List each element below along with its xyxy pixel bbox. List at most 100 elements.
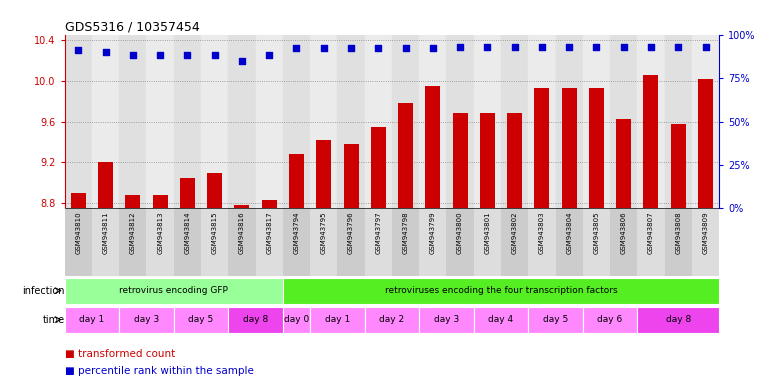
Bar [256,209,283,276]
Bar [664,209,692,276]
Bar [119,209,146,276]
Bar [343,144,358,209]
Point [481,44,493,50]
Text: GSM943817: GSM943817 [266,212,272,255]
Bar [583,35,610,209]
Text: day 5: day 5 [189,315,214,324]
Bar [638,35,664,209]
Bar [453,113,467,209]
Bar [528,35,556,209]
Text: GSM943814: GSM943814 [184,212,190,254]
Text: GSM943810: GSM943810 [75,212,81,255]
Point [454,44,466,50]
Bar [174,209,201,276]
Text: GSM943803: GSM943803 [539,212,545,255]
Bar [392,209,419,276]
Bar [419,35,447,209]
Bar [480,113,495,209]
Bar [180,178,195,209]
Text: GSM943801: GSM943801 [484,212,490,255]
Bar [337,209,365,276]
Bar [228,209,256,276]
Point [400,45,412,51]
Bar [283,278,719,304]
Text: time: time [43,314,65,324]
Text: retroviruses encoding the four transcription factors: retroviruses encoding the four transcrip… [384,286,617,295]
Bar [692,35,719,209]
Point [427,45,439,51]
Text: GSM943811: GSM943811 [103,212,109,255]
Point [154,52,166,58]
Point [563,44,575,50]
Text: GSM943797: GSM943797 [375,212,381,255]
Bar [670,124,686,209]
Point [672,44,684,50]
Bar [365,35,392,209]
Bar [473,35,501,209]
Point [127,52,139,58]
Bar [501,35,528,209]
Bar [583,306,638,333]
Bar [425,86,441,209]
Bar [65,278,283,304]
Bar [71,193,86,209]
Text: GSM943808: GSM943808 [675,212,681,255]
Point [372,45,384,51]
Bar [644,76,658,209]
Bar [473,209,501,276]
Bar [610,209,638,276]
Bar [92,35,119,209]
Bar [501,209,528,276]
Text: GSM943795: GSM943795 [320,212,326,254]
Bar [283,306,310,333]
Bar [589,88,604,209]
Text: day 3: day 3 [434,315,459,324]
Text: day 8: day 8 [666,315,691,324]
Text: GSM943806: GSM943806 [621,212,627,255]
Text: day 4: day 4 [489,315,514,324]
Bar [65,209,92,276]
Point [591,44,603,50]
Bar [528,306,583,333]
Bar [119,35,146,209]
Text: day 3: day 3 [134,315,159,324]
Bar [289,154,304,209]
Point [181,52,193,58]
Bar [616,119,631,209]
Bar [447,35,473,209]
Bar [398,103,413,209]
Bar [664,35,692,209]
Text: day 1: day 1 [79,315,104,324]
Bar [119,306,174,333]
Text: infection: infection [22,286,65,296]
Bar [583,209,610,276]
Bar [228,306,283,333]
Text: GSM943796: GSM943796 [348,212,354,255]
Bar [638,209,664,276]
Point [209,52,221,58]
Text: GSM943794: GSM943794 [294,212,300,254]
Bar [256,35,283,209]
Bar [234,205,250,209]
Bar [698,79,713,209]
Text: day 5: day 5 [543,315,568,324]
Bar [419,306,473,333]
Bar [283,35,310,209]
Point [536,44,548,50]
Bar [153,195,167,209]
Text: GSM943807: GSM943807 [648,212,654,255]
Bar [310,209,337,276]
Bar [201,35,228,209]
Bar [507,113,522,209]
Bar [317,140,331,209]
Point [618,44,630,50]
Bar [262,200,277,209]
Bar [419,209,447,276]
Bar [447,209,473,276]
Point [508,44,521,50]
Text: day 0: day 0 [284,315,309,324]
Bar [126,195,140,209]
Point [291,45,303,51]
Text: GSM943799: GSM943799 [430,212,436,255]
Text: GSM943812: GSM943812 [130,212,136,254]
